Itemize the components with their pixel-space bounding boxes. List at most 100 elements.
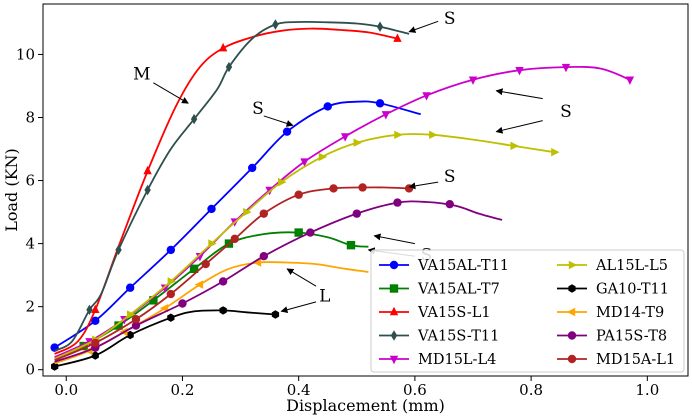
annotation-arrow: [263, 115, 294, 127]
data-point: [468, 76, 478, 85]
annotation: S: [252, 99, 294, 127]
data-point: [271, 310, 280, 319]
data-point: [143, 165, 152, 175]
data-point: [259, 209, 269, 218]
legend-marker: [568, 284, 576, 293]
data-point: [160, 284, 170, 293]
legend-label: GA10-T11: [596, 282, 669, 298]
data-point: [91, 351, 99, 360]
data-point: [114, 321, 123, 330]
data-point: [166, 245, 176, 255]
data-point: [353, 138, 362, 147]
data-point: [625, 76, 635, 85]
data-point: [219, 306, 227, 315]
legend-marker: [566, 307, 576, 317]
annotation: L: [280, 268, 330, 314]
legend-label: MD15L-L4: [418, 352, 496, 368]
data-point: [515, 67, 524, 76]
data-point: [282, 127, 292, 136]
annotation: S: [408, 9, 456, 33]
legend-marker: [389, 260, 399, 270]
data-point: [429, 130, 438, 140]
legend-entry: VA15S-L1: [379, 305, 491, 321]
data-point: [375, 99, 385, 108]
legend-entry: VA15S-T11: [379, 329, 499, 345]
legend-entry: PA15S-T8: [557, 329, 667, 345]
annotation-text: S: [444, 167, 456, 187]
data-point: [358, 183, 367, 192]
annotation-arrow: [495, 88, 543, 100]
data-point: [144, 184, 151, 196]
data-point: [422, 92, 431, 101]
data-point: [272, 19, 279, 30]
data-point: [166, 289, 176, 299]
data-point: [329, 184, 338, 193]
data-point: [126, 330, 134, 340]
legend-entry: AL15L-L5: [557, 258, 668, 274]
data-point: [340, 133, 350, 142]
x-tick-label: 0.8: [519, 381, 543, 399]
data-point: [190, 113, 198, 125]
legend-marker: [567, 354, 577, 364]
legend-marker: [390, 330, 398, 341]
data-point: [201, 259, 210, 269]
annotation-arrow: [408, 20, 439, 33]
plot-frame: [42, 3, 689, 377]
data-point: [243, 207, 252, 217]
data-point: [91, 338, 100, 348]
legend-label: AL15L-L5: [595, 258, 668, 274]
x-tick-label: 1.0: [635, 381, 659, 399]
legend-entry: GA10-T11: [557, 282, 669, 298]
legend-marker: [389, 306, 399, 316]
data-point: [178, 299, 187, 308]
data-point: [207, 204, 216, 214]
data-point: [294, 190, 303, 199]
series-line: [54, 133, 555, 360]
data-point: [346, 240, 356, 250]
annotation-text: S: [444, 9, 456, 29]
annotation: S: [495, 88, 572, 134]
series-va15al-t11: [50, 99, 421, 352]
series-va15s-l1: [54, 27, 402, 355]
y-tick-label: 0: [25, 361, 35, 379]
data-point: [218, 277, 228, 286]
series-line: [54, 27, 398, 355]
annotation: M: [133, 64, 189, 104]
data-point: [393, 33, 402, 42]
annotation-text: M: [133, 64, 150, 84]
x-tick-label: 0.6: [403, 381, 427, 399]
legend-label: VA15AL-T7: [417, 282, 500, 298]
legend-label: VA15AL-T11: [417, 258, 509, 274]
data-point: [225, 61, 233, 73]
data-point: [551, 147, 560, 157]
annotation-arrow: [495, 120, 543, 134]
y-tick-label: 8: [25, 108, 35, 126]
data-point: [247, 163, 257, 173]
plot-area: [50, 19, 635, 371]
data-point: [294, 228, 303, 237]
axis-ticks: 0.0 0.2 0.4 0.6 0.8 1.0 0 2 4 6 8 10: [16, 45, 659, 399]
annotation-text: S: [560, 102, 572, 122]
data-point: [306, 228, 315, 237]
data-point: [259, 252, 269, 261]
y-axis-label: Load (KN): [2, 148, 21, 232]
legend-marker: [389, 355, 399, 365]
legend-marker: [567, 331, 577, 340]
legend-entry: VA15AL-T7: [379, 282, 500, 298]
x-axis-label: Displacement (mm): [286, 396, 445, 415]
annotation-arrow: [373, 233, 415, 245]
annotation-text: L: [319, 287, 330, 307]
y-tick-label: 2: [25, 298, 35, 316]
annotation-text: S: [252, 99, 264, 119]
legend-marker: [389, 284, 399, 293]
data-point: [252, 258, 262, 267]
data-point: [561, 63, 571, 73]
data-point: [218, 42, 228, 52]
legend-entry: MD14-T9: [557, 305, 664, 321]
series-va15s-t11: [54, 19, 410, 352]
data-point: [318, 152, 328, 162]
data-point: [393, 198, 402, 207]
data-point: [167, 277, 177, 286]
data-point: [131, 321, 141, 330]
